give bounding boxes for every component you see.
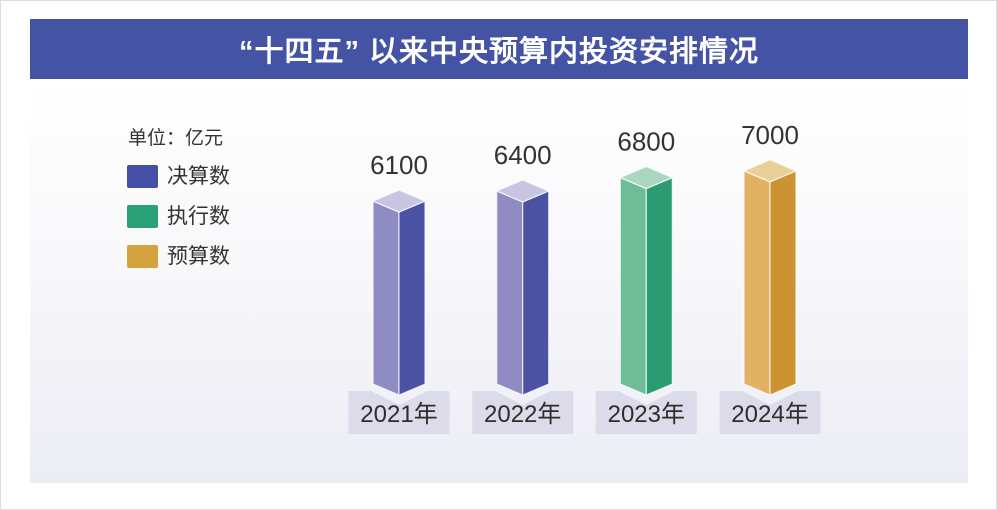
year-plate bbox=[348, 391, 450, 434]
year-plate bbox=[719, 391, 821, 434]
bar-chart: 6100 2021年 6400 2022年 6800 2023年 bbox=[348, 120, 821, 434]
bar-value-label: 6800 bbox=[617, 127, 675, 157]
bar-group-2024: 7000 2024年 bbox=[719, 120, 821, 434]
legend-swatch-zhixing bbox=[127, 204, 158, 228]
year-label: 2021年 bbox=[360, 401, 437, 428]
bar-group-2022: 6400 2022年 bbox=[472, 140, 574, 434]
bar-left-face bbox=[372, 200, 400, 396]
bar-top-face bbox=[619, 165, 673, 190]
legend-swatch-yusuan bbox=[127, 244, 158, 268]
year-label: 2023年 bbox=[608, 401, 685, 428]
bar-top-face bbox=[496, 179, 550, 203]
bar-left-face bbox=[743, 170, 771, 396]
legend-swatch-juesuan bbox=[127, 164, 158, 188]
bar-top-face bbox=[743, 159, 797, 183]
bar-right-face bbox=[769, 170, 797, 396]
page-title: “十四五” 以来中央预算内投资安排情况 bbox=[238, 36, 760, 68]
title-bar: “十四五” 以来中央预算内投资安排情况 bbox=[30, 19, 968, 79]
bar-left-face bbox=[619, 176, 647, 396]
year-plate bbox=[472, 391, 574, 434]
legend-label: 执行数 bbox=[167, 204, 230, 228]
bar-left-face bbox=[496, 190, 524, 396]
bar-value-label: 6400 bbox=[494, 140, 552, 170]
unit-label: 单位：亿元 bbox=[128, 128, 224, 149]
bar-right-face bbox=[522, 190, 550, 396]
bar-value-label: 7000 bbox=[741, 120, 799, 150]
bar-top-face bbox=[372, 189, 426, 213]
legend-item-juesuan: 决算数 bbox=[127, 164, 287, 188]
year-label: 2024年 bbox=[731, 401, 808, 428]
bar-group-2023: 6800 2023年 bbox=[595, 127, 697, 434]
legend: 决算数 执行数 预算数 bbox=[127, 164, 287, 284]
legend-label: 决算数 bbox=[167, 164, 230, 188]
year-plate bbox=[595, 391, 697, 434]
bar-group-2021: 6100 2021年 bbox=[348, 150, 450, 434]
year-label: 2022年 bbox=[484, 401, 561, 428]
bar-value-label: 6100 bbox=[370, 150, 428, 180]
bar-right-face bbox=[398, 200, 426, 396]
bar-right-face bbox=[645, 176, 673, 396]
legend-item-yusuan: 预算数 bbox=[127, 244, 287, 268]
chart-area: 6100 2021年 6400 2022年 6800 2023年 bbox=[30, 79, 968, 483]
legend-item-zhixing: 执行数 bbox=[127, 204, 287, 228]
legend-label: 预算数 bbox=[167, 244, 230, 268]
infographic-card: “十四五” 以来中央预算内投资安排情况 6100 2021年 6400 2022… bbox=[30, 19, 968, 483]
